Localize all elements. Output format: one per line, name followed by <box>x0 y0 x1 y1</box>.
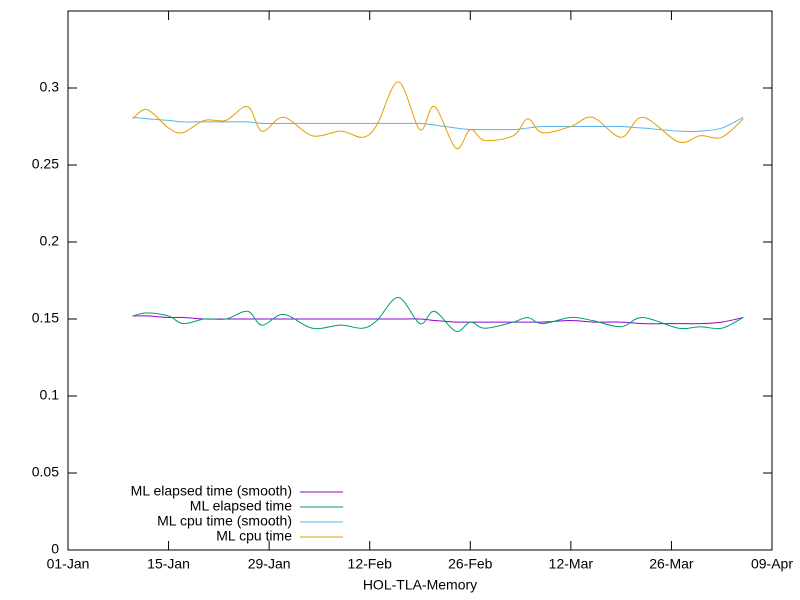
y-tick-label: 0.25 <box>32 156 59 172</box>
x-tick-label: 12-Mar <box>549 556 594 572</box>
x-tick-label: 09-Apr <box>751 556 793 572</box>
x-tick-label: 29-Jan <box>248 556 291 572</box>
x-tick-label: 12-Feb <box>348 556 393 572</box>
x-tick-label: 26-Feb <box>448 556 493 572</box>
x-axis-label: HOL-TLA-Memory <box>363 577 477 593</box>
x-tick-label: 15-Jan <box>147 556 190 572</box>
y-tick-label: 0.3 <box>40 79 60 95</box>
y-tick-label: 0 <box>51 541 59 557</box>
x-tick-label: 26-Mar <box>649 556 694 572</box>
data-line <box>132 296 744 332</box>
legend-label: ML cpu time (smooth) <box>157 513 292 529</box>
x-tick-label: 01-Jan <box>47 556 90 572</box>
y-tick-label: 0.1 <box>40 387 60 403</box>
data-line <box>132 116 744 133</box>
legend-label: ML elapsed time <box>190 498 292 514</box>
y-tick-label: 0.2 <box>40 233 60 249</box>
data-line <box>132 81 744 149</box>
y-tick-label: 0.15 <box>32 310 59 326</box>
y-tick-label: 0.05 <box>32 464 59 480</box>
legend-label: ML elapsed time (smooth) <box>131 483 292 499</box>
plot-frame <box>67 10 773 551</box>
legend-label: ML cpu time <box>216 528 292 544</box>
